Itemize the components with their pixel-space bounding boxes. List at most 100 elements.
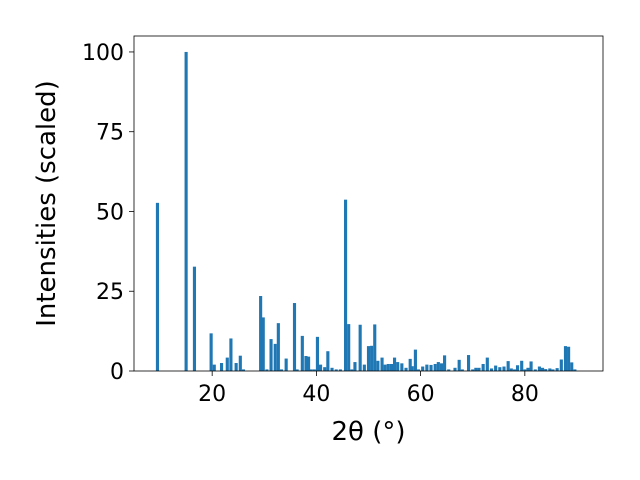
- bar: [523, 369, 527, 371]
- bar: [370, 345, 374, 371]
- bar: [358, 324, 362, 371]
- bar: [309, 369, 313, 371]
- bar: [481, 363, 485, 371]
- bar: [537, 366, 541, 371]
- bar: [404, 367, 408, 371]
- bar: [429, 364, 433, 371]
- bar: [515, 365, 520, 371]
- bar: [373, 324, 377, 371]
- bar: [269, 339, 273, 371]
- bar: [396, 362, 400, 371]
- bar: [447, 369, 451, 371]
- bar: [567, 346, 571, 371]
- bar: [573, 369, 577, 371]
- y-tick-label: 25: [96, 280, 124, 305]
- x-tick-label: 80: [511, 382, 539, 407]
- bar: [489, 368, 494, 371]
- bar: [533, 369, 537, 371]
- bar: [555, 368, 559, 371]
- bar: [261, 317, 265, 371]
- bar: [318, 364, 323, 371]
- bar: [408, 358, 412, 371]
- bar: [259, 296, 263, 371]
- bar: [353, 362, 357, 371]
- bar: [392, 357, 397, 371]
- bar: [506, 361, 510, 371]
- bar: [292, 303, 297, 371]
- bar: [234, 363, 238, 371]
- y-axis-label: Intensities (scaled): [32, 80, 62, 327]
- bar: [383, 364, 387, 371]
- bar: [304, 356, 308, 371]
- bar: [192, 266, 197, 371]
- bar: [410, 366, 414, 371]
- bar: [421, 366, 425, 371]
- bar: [347, 324, 351, 371]
- y-axis-ticks: 0 25 50 75 100: [82, 41, 134, 385]
- bar: [155, 202, 160, 371]
- bar: [529, 361, 533, 371]
- bar: [307, 356, 311, 371]
- bar: [265, 369, 269, 371]
- bar: [563, 346, 568, 371]
- x-tick-label: 60: [407, 382, 435, 407]
- bar: [520, 360, 524, 371]
- bar: [344, 199, 348, 371]
- bar: [559, 359, 563, 371]
- x-axis-label: 2θ (°): [331, 417, 405, 447]
- bar: [494, 365, 498, 371]
- bar: [413, 349, 417, 371]
- y-tick-label: 0: [110, 360, 124, 385]
- bar: [443, 355, 447, 371]
- bar: [400, 363, 404, 371]
- bar: [380, 357, 384, 371]
- bar: [295, 369, 299, 371]
- bar: [544, 369, 548, 371]
- bar: [512, 369, 516, 371]
- bar: [425, 364, 429, 371]
- bar: [433, 363, 437, 371]
- bar: [184, 51, 188, 371]
- bar: [389, 363, 393, 371]
- bar: [526, 367, 530, 371]
- bar: [326, 351, 330, 371]
- x-tick-label: 20: [198, 382, 226, 407]
- bar: [439, 363, 444, 371]
- bar: [457, 359, 461, 371]
- bar: [279, 369, 284, 371]
- bar: [229, 338, 233, 371]
- y-tick-label: 100: [82, 41, 124, 66]
- bar: [338, 369, 342, 371]
- bar: [323, 367, 327, 371]
- bar: [509, 368, 513, 371]
- bar: [212, 364, 216, 371]
- bar: [350, 369, 354, 371]
- bar: [315, 336, 319, 371]
- bar: [540, 367, 545, 371]
- bar: [276, 323, 280, 371]
- bar: [362, 364, 366, 371]
- bar: [386, 363, 390, 371]
- x-tick-label: 40: [302, 382, 330, 407]
- bar: [453, 367, 457, 371]
- bar: [219, 363, 224, 371]
- plot-frame: [133, 35, 604, 372]
- bar: [471, 369, 475, 371]
- bar: [551, 369, 555, 371]
- bar: [238, 355, 242, 371]
- y-tick-label: 75: [96, 121, 124, 146]
- bar: [225, 357, 229, 371]
- bar: [241, 369, 245, 371]
- bars-group: [155, 51, 577, 371]
- x-axis-ticks: 20 40 60 80: [198, 371, 539, 407]
- bar: [284, 358, 288, 371]
- y-tick-label: 50: [96, 200, 124, 225]
- bar: [300, 335, 304, 371]
- bar: [498, 367, 502, 371]
- bar: [209, 333, 213, 371]
- bar: [502, 366, 506, 371]
- bar: [436, 362, 440, 371]
- bar: [330, 367, 334, 371]
